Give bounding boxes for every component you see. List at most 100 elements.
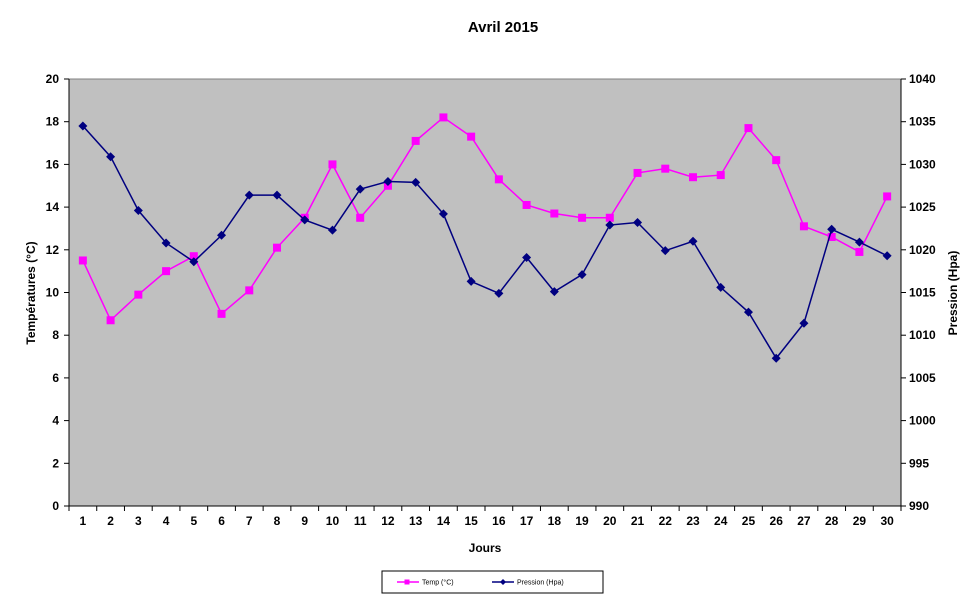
y-left-tick-label: 12: [46, 243, 60, 257]
data-point: [633, 217, 643, 227]
data-point: [356, 213, 365, 222]
y-left-tick-label: 8: [52, 328, 59, 342]
x-tick-label: 2: [107, 514, 114, 528]
data-point: [217, 230, 227, 240]
data-point: [743, 307, 753, 317]
x-tick-label: 16: [492, 514, 506, 528]
data-point: [827, 224, 837, 234]
y-right-tick-label: 1000: [909, 414, 936, 428]
data-point: [161, 238, 171, 248]
x-tick-label: 18: [548, 514, 562, 528]
y-left-tick-label: 2: [52, 456, 59, 470]
y-right-tick-label: 1015: [909, 286, 936, 300]
data-point: [771, 353, 781, 363]
x-tick-label: 28: [825, 514, 839, 528]
x-tick-label: 26: [770, 514, 784, 528]
x-axis-title: Jours: [469, 541, 502, 555]
data-point: [744, 124, 753, 133]
y-right-tick-label: 990: [909, 499, 929, 513]
data-point: [467, 132, 476, 141]
data-point: [577, 270, 587, 280]
data-point: [522, 252, 532, 262]
x-tick-label: 10: [326, 514, 340, 528]
y-left-tick-label: 0: [52, 499, 59, 513]
x-tick-label: 1: [80, 514, 87, 528]
legend-label: Temp (°C): [422, 579, 454, 587]
chart-title: Avril 2015: [468, 19, 538, 36]
series-layer: [78, 113, 892, 363]
x-tick-label: 25: [742, 514, 756, 528]
data-point: [328, 160, 337, 169]
x-tick-label: 3: [135, 514, 142, 528]
series-2: [78, 121, 892, 363]
x-tick-label: 14: [437, 514, 451, 528]
legend-swatch-marker: [404, 579, 410, 585]
data-point: [245, 286, 254, 295]
data-point: [827, 232, 836, 241]
data-point: [882, 251, 892, 261]
x-tick-label: 5: [190, 514, 197, 528]
y-right-tick-label: 1025: [909, 200, 936, 214]
data-point: [688, 236, 698, 246]
data-point: [217, 309, 226, 318]
data-point: [439, 113, 448, 122]
series-1: [78, 113, 892, 325]
y-left-tick-label: 20: [46, 72, 60, 86]
x-tick-label: 19: [575, 514, 589, 528]
y-axis-right-title: Pression (Hpa): [946, 251, 960, 336]
y-left-tick-label: 6: [52, 371, 59, 385]
data-point: [383, 176, 393, 186]
data-point: [134, 290, 143, 299]
data-point: [578, 213, 587, 222]
x-tick-label: 12: [381, 514, 395, 528]
plot-area: [68, 78, 902, 507]
data-point: [883, 192, 892, 201]
y-left-tick-label: 4: [52, 414, 59, 428]
x-tick-label: 15: [464, 514, 478, 528]
data-point: [716, 171, 725, 180]
data-point: [162, 267, 171, 276]
data-point: [411, 136, 420, 145]
x-tick-label: 21: [631, 514, 645, 528]
y-right-tick-label: 1030: [909, 157, 936, 171]
axes: 0246810121416182099099510001005101010151…: [46, 72, 936, 528]
data-point: [660, 246, 670, 256]
data-point: [633, 168, 642, 177]
y-left-tick-label: 10: [46, 286, 60, 300]
data-point: [854, 237, 864, 247]
x-tick-label: 13: [409, 514, 423, 528]
data-point: [549, 287, 559, 297]
data-point: [355, 184, 365, 194]
data-point: [522, 200, 531, 209]
data-point: [300, 215, 310, 225]
x-tick-label: 11: [354, 514, 367, 528]
y-right-tick-label: 1020: [909, 243, 936, 257]
x-tick-label: 29: [853, 514, 867, 528]
series-line-1: [82, 116, 888, 322]
x-tick-label: 9: [301, 514, 308, 528]
data-point: [799, 318, 809, 328]
data-point: [799, 222, 808, 231]
y-left-tick-label: 16: [46, 157, 60, 171]
data-point: [411, 177, 421, 187]
legend-swatch-marker: [500, 579, 506, 585]
data-point: [689, 173, 697, 182]
x-tick-label: 23: [686, 514, 700, 528]
y-axis-left-title: Températures (°C): [24, 241, 38, 344]
data-point: [189, 252, 198, 261]
data-point: [106, 152, 116, 162]
y-left-tick-label: 18: [46, 115, 60, 129]
data-point: [550, 209, 559, 218]
x-tick-label: 24: [714, 514, 728, 528]
x-tick-label: 8: [274, 514, 281, 528]
data-point: [244, 190, 254, 200]
y-left-tick-label: 14: [46, 200, 60, 214]
legend-label: Pression (Hpa): [517, 580, 564, 587]
x-tick-label: 6: [218, 514, 225, 528]
x-tick-label: 30: [880, 514, 894, 528]
y-right-tick-label: 995: [909, 456, 929, 470]
data-point: [855, 247, 864, 256]
data-point: [494, 288, 504, 298]
legend: Temp (°C) Pression (Hpa): [381, 570, 604, 594]
data-point: [78, 121, 88, 131]
